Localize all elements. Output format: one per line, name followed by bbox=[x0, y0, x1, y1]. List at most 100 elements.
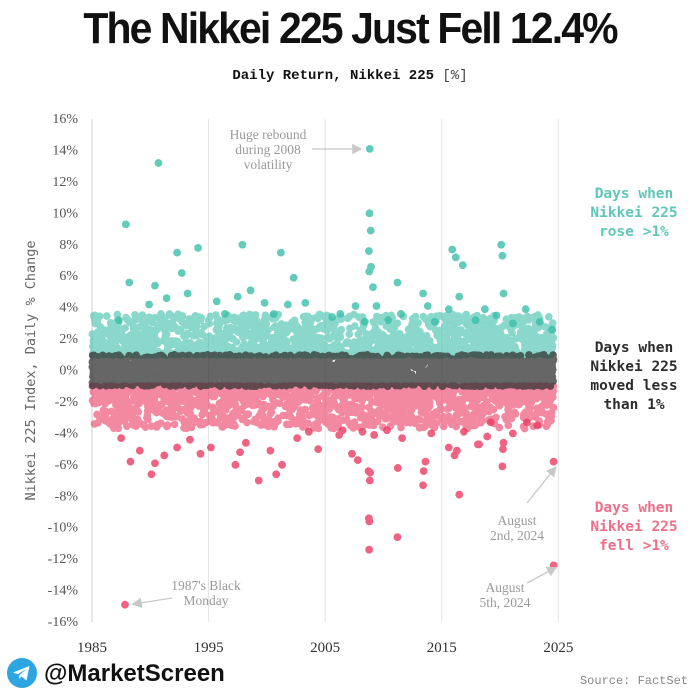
fell-point bbox=[496, 388, 505, 397]
fell-point bbox=[336, 404, 345, 413]
subtitle-text: Daily Return, Nikkei 225 bbox=[232, 68, 434, 84]
rose-point bbox=[435, 312, 444, 320]
fell-point bbox=[452, 400, 460, 409]
fell-point bbox=[187, 412, 196, 421]
rose-point bbox=[123, 315, 132, 324]
rose-point bbox=[477, 326, 486, 335]
rose-point bbox=[305, 333, 313, 342]
fell-point bbox=[460, 403, 468, 412]
fell-point bbox=[322, 396, 331, 405]
rose-point bbox=[246, 311, 255, 320]
rose-point bbox=[393, 340, 401, 349]
rose-point bbox=[126, 331, 135, 340]
fell-point bbox=[163, 422, 171, 431]
fell-point bbox=[115, 400, 123, 408]
rose-point bbox=[260, 316, 269, 324]
y-tick-label: 4% bbox=[59, 301, 78, 316]
fell-point bbox=[107, 392, 116, 401]
fell-point bbox=[267, 408, 276, 417]
rose-point bbox=[459, 329, 468, 337]
fell-point bbox=[177, 390, 186, 398]
fell-point bbox=[112, 423, 120, 432]
rose-point bbox=[159, 336, 168, 345]
rose-point bbox=[200, 322, 208, 331]
rose-point bbox=[252, 317, 261, 325]
rose-point bbox=[483, 325, 491, 334]
rose-point bbox=[185, 339, 194, 347]
fell-point bbox=[141, 423, 150, 432]
rose-point bbox=[528, 313, 537, 322]
fell-point bbox=[131, 404, 140, 413]
rose-point bbox=[137, 346, 146, 354]
rose-point bbox=[281, 329, 290, 337]
fell-point bbox=[256, 389, 265, 398]
fell-point bbox=[523, 398, 531, 407]
rose-point bbox=[517, 334, 526, 343]
rose-point bbox=[345, 330, 354, 339]
rose-point bbox=[238, 312, 247, 321]
fell-point bbox=[243, 410, 252, 419]
rose-point bbox=[408, 319, 417, 328]
rose-point bbox=[161, 327, 170, 336]
rose-point bbox=[107, 321, 116, 330]
fell-point bbox=[269, 402, 277, 411]
fell-point bbox=[366, 388, 374, 396]
rose-point bbox=[530, 342, 538, 351]
fell-point bbox=[397, 407, 406, 416]
rose-point bbox=[382, 322, 391, 330]
rose-point bbox=[487, 333, 495, 342]
fell-point bbox=[367, 407, 376, 416]
rose-point bbox=[486, 315, 494, 324]
fell-point bbox=[182, 417, 191, 426]
rose-point bbox=[121, 324, 129, 332]
fell-point bbox=[340, 399, 349, 408]
fell-point bbox=[168, 395, 177, 404]
fell-point bbox=[463, 394, 472, 402]
fell-point bbox=[364, 418, 372, 426]
fell-point bbox=[368, 398, 376, 406]
fell-point bbox=[423, 412, 432, 420]
fell-point bbox=[249, 417, 258, 426]
page-title: The Nikkei 225 Just Fell 12.4% bbox=[83, 4, 618, 53]
fell-point bbox=[463, 417, 472, 426]
rose-point bbox=[440, 333, 448, 342]
rose-point bbox=[129, 317, 138, 325]
rose-point bbox=[493, 337, 502, 346]
fell-point bbox=[478, 410, 487, 418]
flat-point bbox=[414, 364, 423, 373]
rose-point bbox=[249, 322, 258, 331]
fell-point bbox=[383, 404, 392, 413]
fell-point bbox=[531, 411, 539, 419]
y-tick-label: 0% bbox=[59, 364, 78, 379]
rose-point bbox=[330, 341, 339, 349]
y-tick-label: -10% bbox=[48, 521, 79, 536]
rose-point bbox=[336, 333, 345, 342]
rose-point bbox=[91, 316, 99, 325]
fell-point bbox=[434, 391, 442, 399]
fell-point bbox=[468, 397, 477, 406]
rose-point bbox=[389, 324, 398, 332]
fell-point bbox=[296, 416, 304, 425]
rose-point bbox=[177, 345, 185, 353]
rose-point bbox=[131, 343, 139, 351]
rose-point bbox=[210, 334, 219, 343]
fell-point bbox=[179, 397, 187, 405]
rose-point bbox=[382, 343, 391, 352]
fell-point bbox=[546, 410, 554, 418]
fell-point bbox=[542, 422, 551, 431]
rose-point bbox=[330, 325, 338, 333]
chart-subtitle: Daily Return, Nikkei 225 [%] bbox=[0, 68, 700, 84]
fell-point bbox=[131, 416, 140, 424]
fell-point bbox=[350, 418, 359, 426]
fell-point bbox=[159, 409, 167, 418]
fell-point bbox=[215, 406, 224, 414]
rose-point bbox=[355, 343, 363, 352]
y-tick-label: -8% bbox=[55, 489, 79, 504]
fell-point bbox=[327, 416, 336, 425]
fell-point bbox=[482, 398, 491, 407]
rose-point bbox=[435, 345, 443, 354]
fell-point bbox=[131, 397, 140, 406]
rose-point bbox=[306, 327, 315, 336]
rose-point bbox=[143, 315, 151, 324]
fell-point bbox=[301, 405, 310, 414]
